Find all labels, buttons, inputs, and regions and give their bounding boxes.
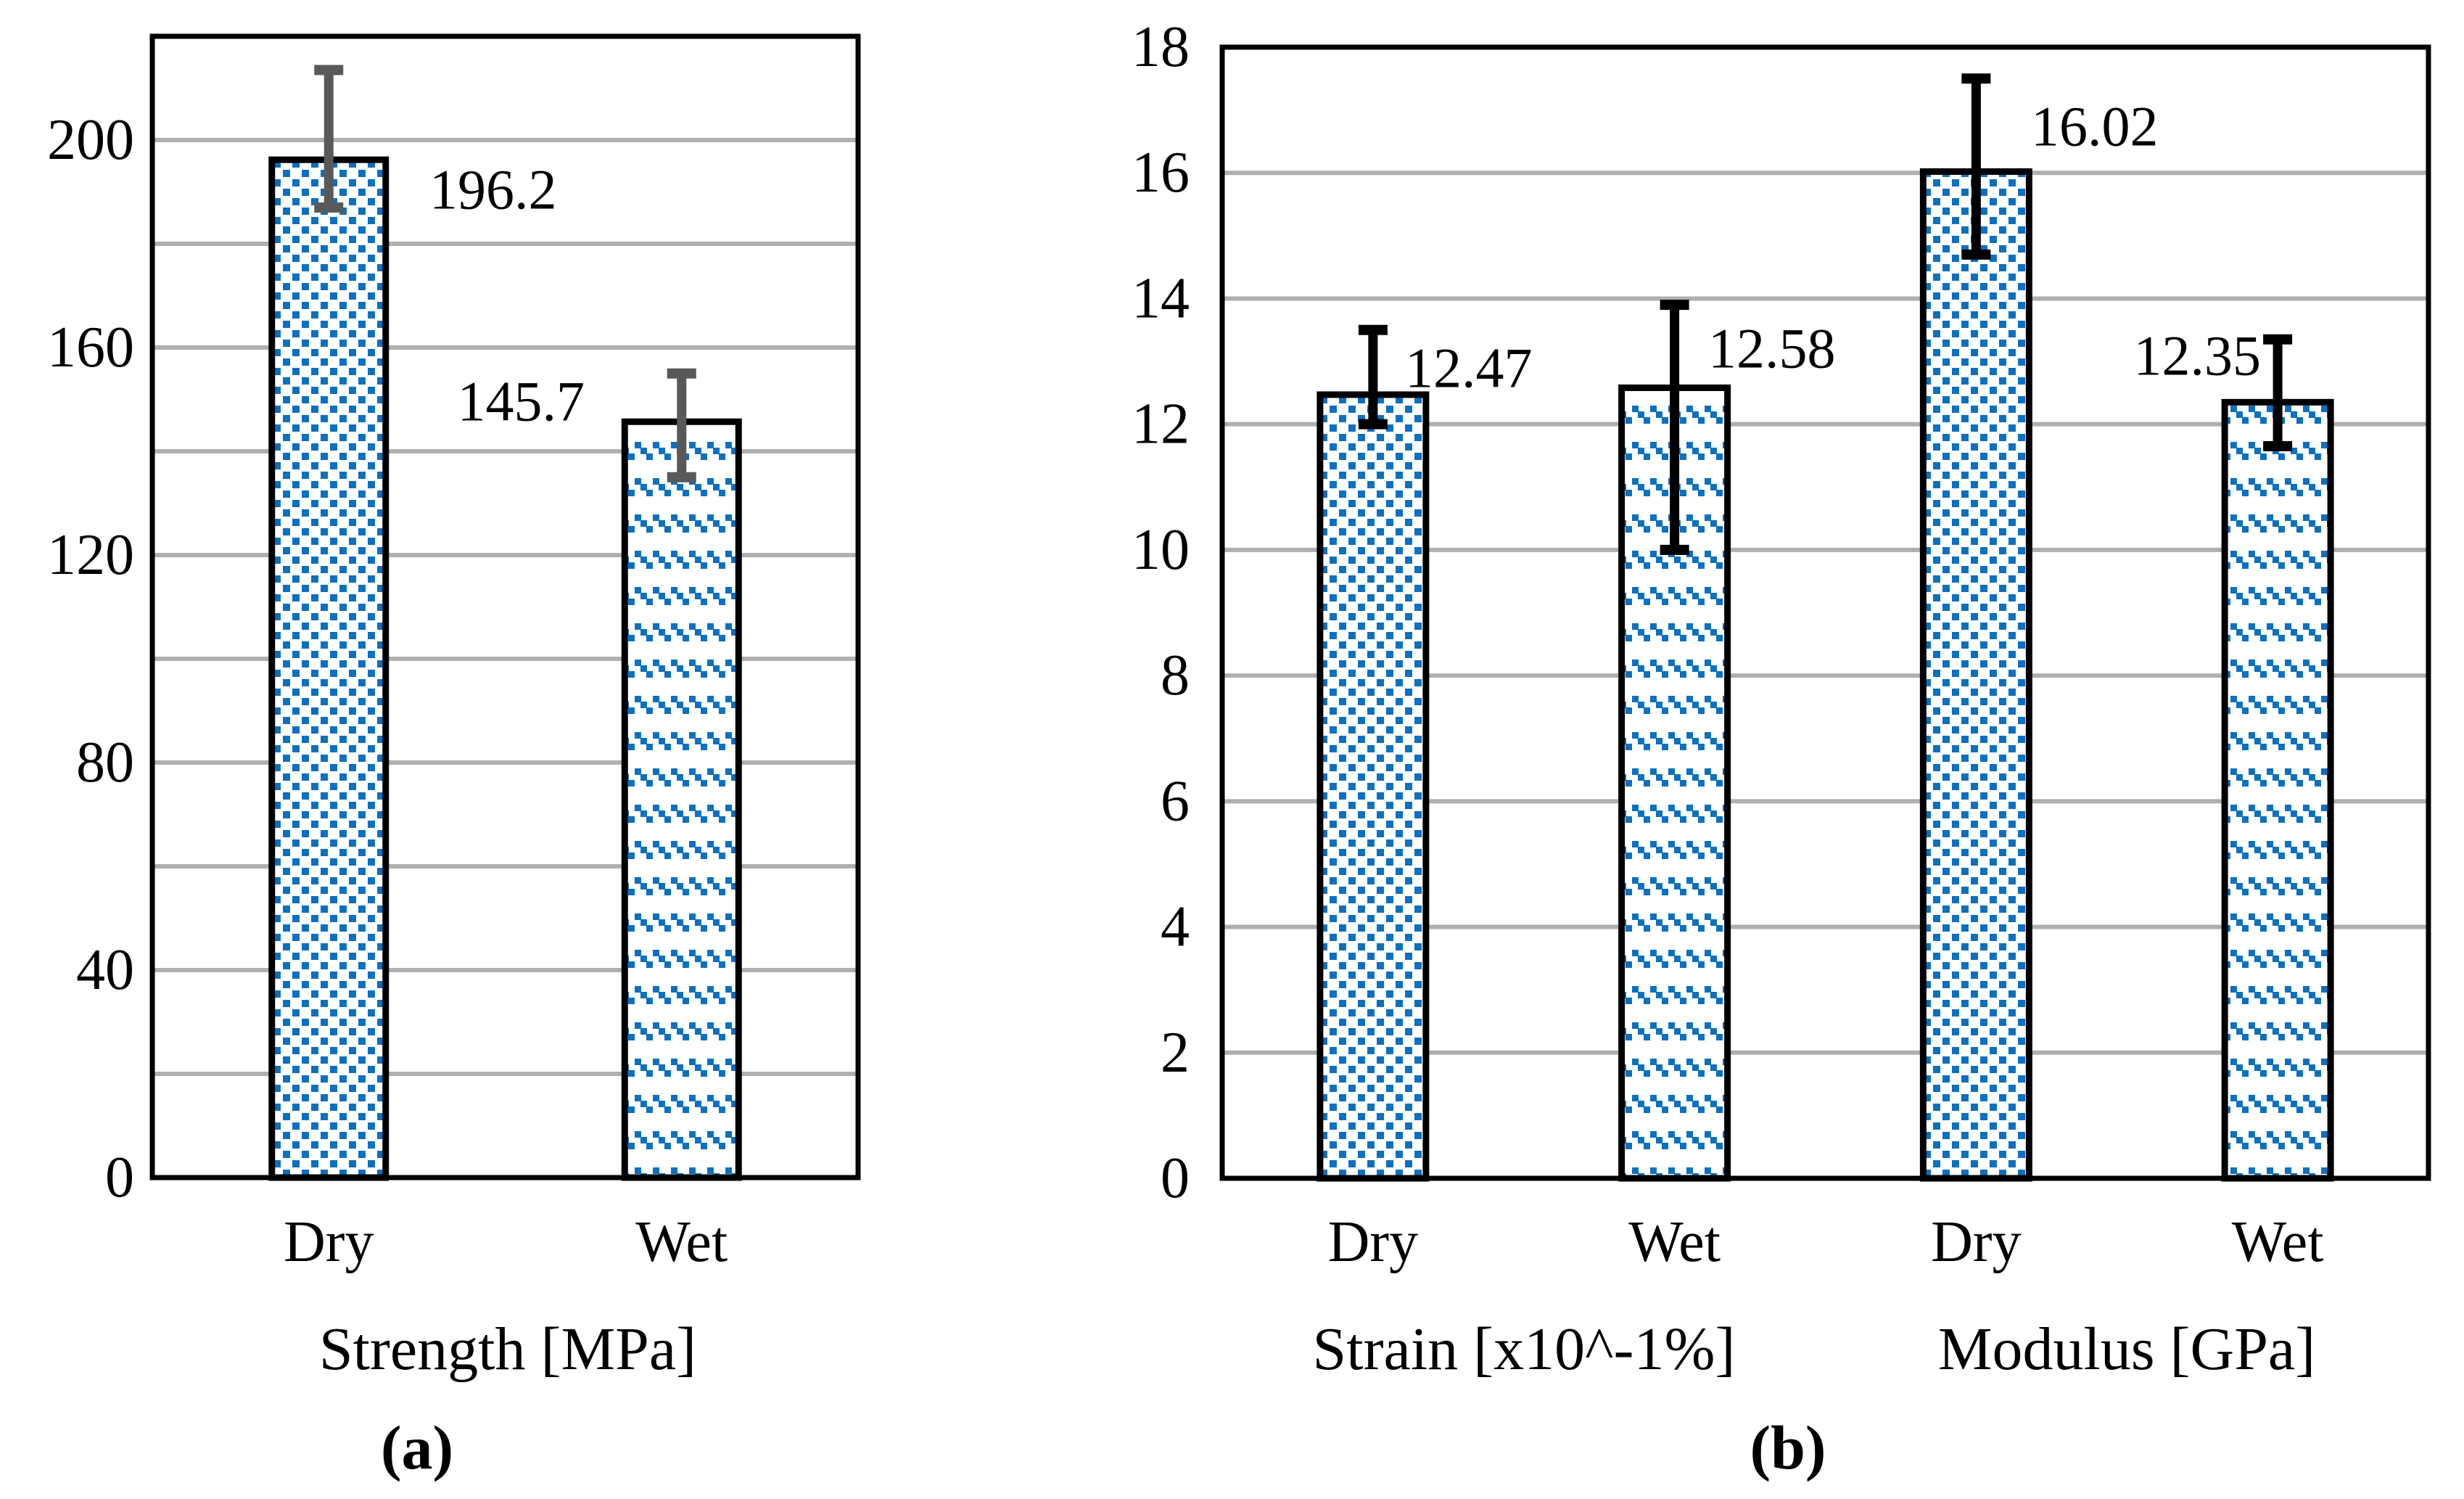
caption-b: (b) <box>1750 1413 1826 1482</box>
bar-a-wet-1 <box>621 418 742 1181</box>
group-label-modulus: Modulus [GPa] <box>1937 1315 2316 1383</box>
plot-border-a <box>149 33 861 1180</box>
chart-b: 0 2 4 6 8 10 12 14 16 18 Dry Wet Dry Wet 12.47 12.58 16.… <box>1132 15 2431 1274</box>
group-label-strain: Strain [x10^-1%] <box>1312 1315 1736 1383</box>
error-bar-b-0 <box>1358 324 1388 430</box>
bar-a-dry-0 <box>268 156 390 1181</box>
y-tick-label-b: 2 <box>1161 1021 1190 1085</box>
y-tick-label-b: 14 <box>1132 266 1190 330</box>
bar-b-wet-3 <box>2221 398 2334 1182</box>
y-tick-label-a: 0 <box>105 1146 134 1210</box>
y-tick-label-b: 6 <box>1161 769 1190 833</box>
error-bar-b-1 <box>1660 300 1689 555</box>
y-tick-label-a: 200 <box>47 108 134 172</box>
x-category-label-b: Dry <box>1328 1210 1418 1274</box>
y-tick-label-a: 120 <box>47 523 134 587</box>
data-label-a-0: 196.2 <box>429 158 557 221</box>
x-category-label-b: Wet <box>2232 1210 2324 1274</box>
y-tick-label-a: 160 <box>47 316 134 379</box>
y-tick-label-b: 10 <box>1132 518 1190 582</box>
y-tick-label-a: 40 <box>76 938 134 1002</box>
y-tick-label-b: 18 <box>1132 15 1190 79</box>
y-tick-label-b: 12 <box>1132 393 1190 456</box>
data-label-a-1: 145.7 <box>458 370 585 433</box>
y-tick-label-b: 8 <box>1161 644 1190 707</box>
bar-b-dry-2 <box>1919 168 2032 1182</box>
data-label-b-2: 16.02 <box>2031 95 2159 158</box>
plot-border-b <box>1219 44 2431 1181</box>
y-tick-label-b: 16 <box>1132 141 1190 205</box>
error-bar-b-2 <box>1961 73 1991 260</box>
data-label-b-0: 12.47 <box>1405 337 1533 400</box>
y-tick-label-b: 0 <box>1161 1146 1190 1210</box>
caption-a: (a) <box>380 1413 454 1482</box>
x-category-label-a: Dry <box>284 1210 374 1274</box>
error-bar-a-0 <box>314 65 344 213</box>
x-category-label-a: Wet <box>635 1210 728 1274</box>
bar-b-dry-0 <box>1317 391 1430 1182</box>
chart-a: 0 40 80 120 160 200 Dry Wet 196.2 145.7 <box>47 33 861 1274</box>
x-category-label-b: Dry <box>1931 1210 2021 1274</box>
x-category-label-b: Wet <box>1628 1210 1721 1274</box>
axis-title-strength: Strength [MPa] <box>318 1315 697 1383</box>
error-bar-b-3 <box>2263 334 2293 451</box>
data-label-b-1: 12.58 <box>1708 317 1836 380</box>
data-label-b-3: 12.35 <box>2134 324 2262 387</box>
error-bar-a-1 <box>667 368 696 482</box>
y-tick-label-a: 80 <box>76 731 134 794</box>
y-tick-label-b: 4 <box>1161 895 1190 959</box>
